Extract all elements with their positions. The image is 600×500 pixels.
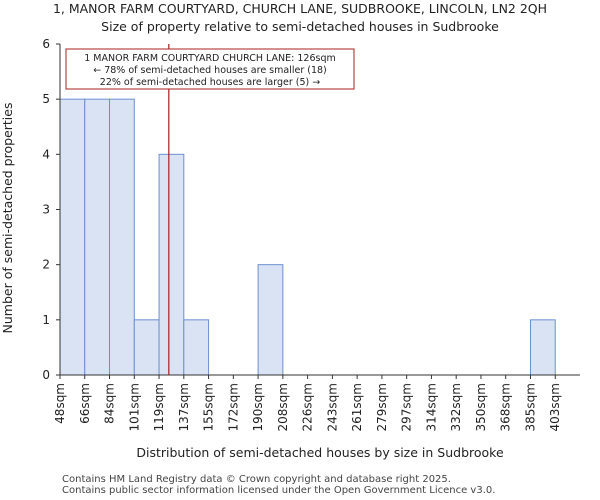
x-tick-label-155sqm: 155sqm [202, 383, 216, 431]
x-tick-label-226sqm: 226sqm [301, 383, 315, 431]
annotation-line-1: 1 MANOR FARM COURTYARD CHURCH LANE: 126s… [84, 53, 336, 64]
annotation-box [65, 48, 355, 90]
x-tick-label-48sqm: 48sqm [53, 383, 67, 424]
x-tick-label-84sqm: 84sqm [103, 383, 117, 424]
y-tick-label-2: 2 [42, 258, 50, 272]
annotation-line-3: 22% of semi-detached houses are larger (… [100, 77, 320, 88]
x-tick-label-137sqm: 137sqm [177, 383, 191, 431]
x-tick-label-368sqm: 368sqm [499, 383, 513, 431]
y-tick-label-4: 4 [42, 147, 50, 161]
x-tick-label-385sqm: 385sqm [523, 383, 537, 431]
chart-subtitle: Size of property relative to semi-detach… [101, 19, 499, 34]
bar-66sqm [84, 98, 111, 376]
x-tick-label-172sqm: 172sqm [226, 383, 240, 431]
x-tick-label-297sqm: 297sqm [400, 383, 414, 431]
y-tick-label-3: 3 [42, 203, 50, 217]
x-tick-label-350sqm: 350sqm [474, 383, 488, 431]
y-tick-label-1: 1 [42, 313, 50, 327]
footer-line-1: Contains HM Land Registry data © Crown c… [62, 474, 451, 485]
y-tick-label-5: 5 [42, 92, 50, 106]
bar-137sqm [183, 319, 210, 376]
bar-190sqm [257, 264, 284, 376]
bar-385sqm [529, 319, 556, 376]
bar-84sqm [109, 98, 135, 376]
x-tick-label-314sqm: 314sqm [424, 383, 438, 431]
plot-area: 0 1 2 3 4 5 6 48sqm 66sqm 84sqm 101sqm 119sqm 137sqm… [42, 37, 580, 431]
bar-119sqm [158, 153, 185, 376]
x-tick-label-332sqm: 332sqm [449, 383, 463, 431]
x-tick-label-403sqm: 403sqm [548, 383, 562, 431]
y-tick-label-6: 6 [42, 37, 50, 51]
bar-48sqm [59, 98, 86, 376]
bar-101sqm [133, 319, 160, 376]
x-tick-label-279sqm: 279sqm [375, 383, 389, 431]
y-tick-label-0: 0 [42, 368, 50, 382]
y-axis-label: Number of semi-detached properties [0, 103, 15, 334]
x-tick-label-208sqm: 208sqm [276, 383, 290, 431]
x-tick-label-261sqm: 261sqm [350, 383, 364, 431]
x-tick-label-119sqm: 119sqm [152, 383, 166, 431]
x-tick-label-101sqm: 101sqm [127, 383, 141, 431]
footer-line-2: Contains public sector information licen… [62, 485, 496, 496]
x-tick-label-243sqm: 243sqm [325, 383, 339, 431]
x-tick-label-190sqm: 190sqm [251, 383, 265, 431]
annotation-line-2: ← 78% of semi-detached houses are smalle… [93, 65, 327, 76]
x-tick-label-66sqm: 66sqm [78, 383, 92, 424]
chart-title: 1, MANOR FARM COURTYARD, CHURCH LANE, SU… [53, 1, 547, 16]
x-axis-label: Distribution of semi-detached houses by … [136, 445, 504, 460]
